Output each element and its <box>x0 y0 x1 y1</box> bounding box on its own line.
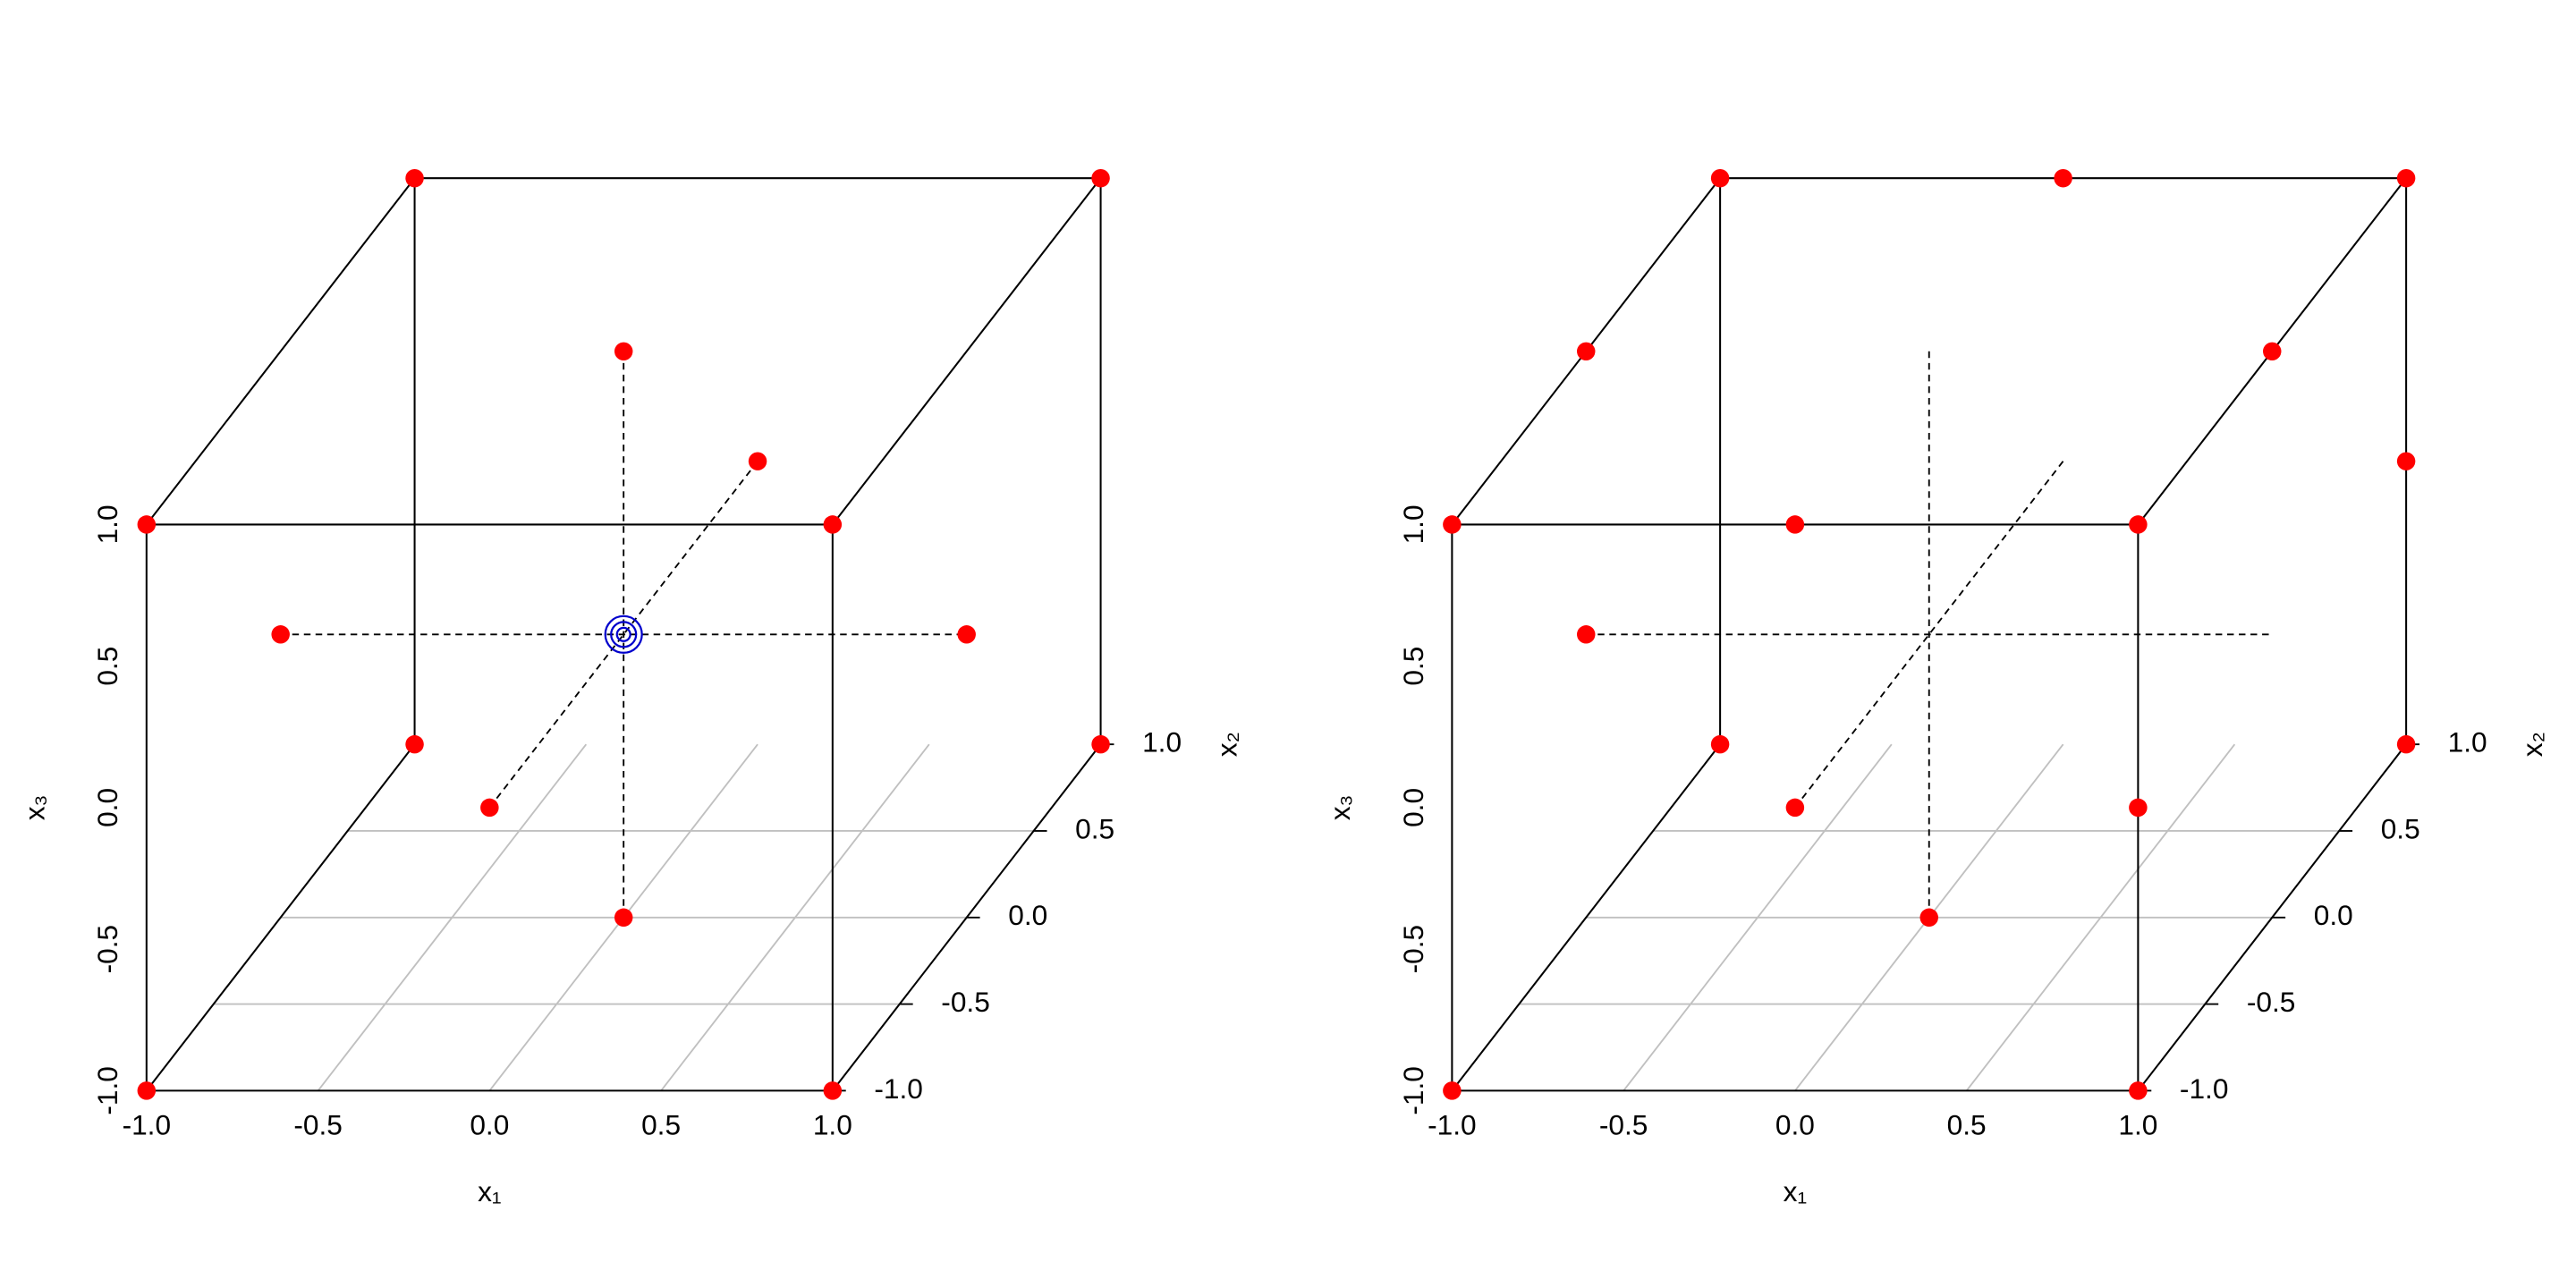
z-tick-label: 1.0 <box>91 504 123 544</box>
x-axis-title: x₁ <box>1784 1175 1807 1208</box>
z-tick-label: 0.5 <box>91 647 123 686</box>
y-tick-label: -1.0 <box>874 1072 922 1105</box>
design-point <box>1091 734 1110 754</box>
z-tick-label: -0.5 <box>1397 925 1429 974</box>
design-point <box>823 515 843 534</box>
design-point <box>957 625 976 644</box>
y-tick-label: 0.5 <box>1075 812 1114 844</box>
design-point <box>271 625 290 644</box>
design-point <box>137 515 157 534</box>
z-tick-label: 0.0 <box>91 788 123 827</box>
design-point <box>748 452 767 470</box>
grid-line <box>660 743 930 1091</box>
design-point <box>1091 168 1110 188</box>
design-point <box>2396 168 2416 188</box>
design-point <box>2263 342 2282 361</box>
y-tick-label: -0.5 <box>2247 986 2296 1018</box>
design-point <box>2396 734 2416 754</box>
design-point <box>1576 342 1596 361</box>
center-axis <box>1794 461 2064 809</box>
design-point <box>1919 908 1938 928</box>
y-tick-label: 1.0 <box>2448 726 2487 758</box>
design-point <box>2054 168 2072 188</box>
x-tick-label: 0.0 <box>1775 1109 1815 1141</box>
design-point <box>405 168 424 188</box>
center-axis <box>488 461 758 809</box>
chart: -1.0 -0.5 0.0 0.5 1.0 -1.0 -0.5 0.0 0.5 1.0 -1.0 -0… <box>1324 168 2548 1208</box>
design-point <box>2396 452 2416 470</box>
x-tick-label: -0.5 <box>1599 1109 1648 1141</box>
y-tick-label: 0.5 <box>2381 812 2420 844</box>
design-point <box>1443 515 1462 534</box>
y-tick-label: 0.0 <box>2314 899 2353 931</box>
y-tick-label: 0.0 <box>1008 899 1047 931</box>
x-tick-label: 0.5 <box>641 1109 681 1141</box>
design-point <box>480 798 499 818</box>
design-point <box>1710 734 1730 754</box>
design-point <box>1710 168 1730 188</box>
x-tick-label: -1.0 <box>123 1109 172 1141</box>
design-point <box>614 342 633 361</box>
x-tick-label: -0.5 <box>293 1109 343 1141</box>
design-point <box>1785 798 1805 818</box>
grid-line <box>1965 743 2236 1091</box>
box-edge <box>832 177 1102 526</box>
y-tick-label: -1.0 <box>2180 1072 2229 1105</box>
design-point <box>137 1081 157 1100</box>
y-axis-title: x₂ <box>2516 732 2548 757</box>
design-point <box>1443 1081 1462 1100</box>
center-point <box>604 614 643 654</box>
center-point <box>610 621 638 648</box>
design-point <box>2129 798 2148 818</box>
grid-line <box>317 743 588 1091</box>
z-axis-title: x₃ <box>18 795 50 821</box>
design-point <box>1785 515 1805 534</box>
y-axis-title: x₂ <box>1210 732 1242 757</box>
z-tick-label: 0.0 <box>1397 788 1429 827</box>
design-point <box>614 908 633 928</box>
x-tick-label: 1.0 <box>2118 1109 2157 1141</box>
design-point <box>1576 625 1596 644</box>
box-edge <box>146 743 416 1092</box>
grid-line <box>1623 743 1893 1091</box>
design-point <box>405 734 424 754</box>
design-point <box>2129 515 2148 534</box>
x-tick-label: -1.0 <box>1428 1109 1477 1141</box>
z-axis-title: x₃ <box>1324 795 1356 821</box>
center-point <box>615 626 631 642</box>
z-tick-label: 0.5 <box>1397 647 1429 686</box>
z-tick-label: 1.0 <box>1397 504 1429 544</box>
x-tick-label: 0.5 <box>1947 1109 1987 1141</box>
z-tick-label: -0.5 <box>91 925 123 973</box>
x-tick-label: 0.0 <box>470 1109 509 1141</box>
box-edge <box>146 177 416 526</box>
z-tick-label: -1.0 <box>1397 1066 1429 1115</box>
x-tick-label: 1.0 <box>813 1109 852 1141</box>
y-tick-label: 1.0 <box>1142 726 1182 758</box>
design-point <box>823 1081 843 1100</box>
y-tick-label: -0.5 <box>941 986 990 1018</box>
chart: -1.0 -0.5 0.0 0.5 1.0 -1.0 -0.5 0.0 0.5 1.0 -1.0 -0… <box>18 168 1242 1208</box>
design-point <box>2129 1081 2148 1100</box>
x-axis-title: x₁ <box>478 1175 501 1208</box>
box-edge <box>1451 743 1721 1092</box>
z-tick-label: -1.0 <box>91 1066 123 1114</box>
